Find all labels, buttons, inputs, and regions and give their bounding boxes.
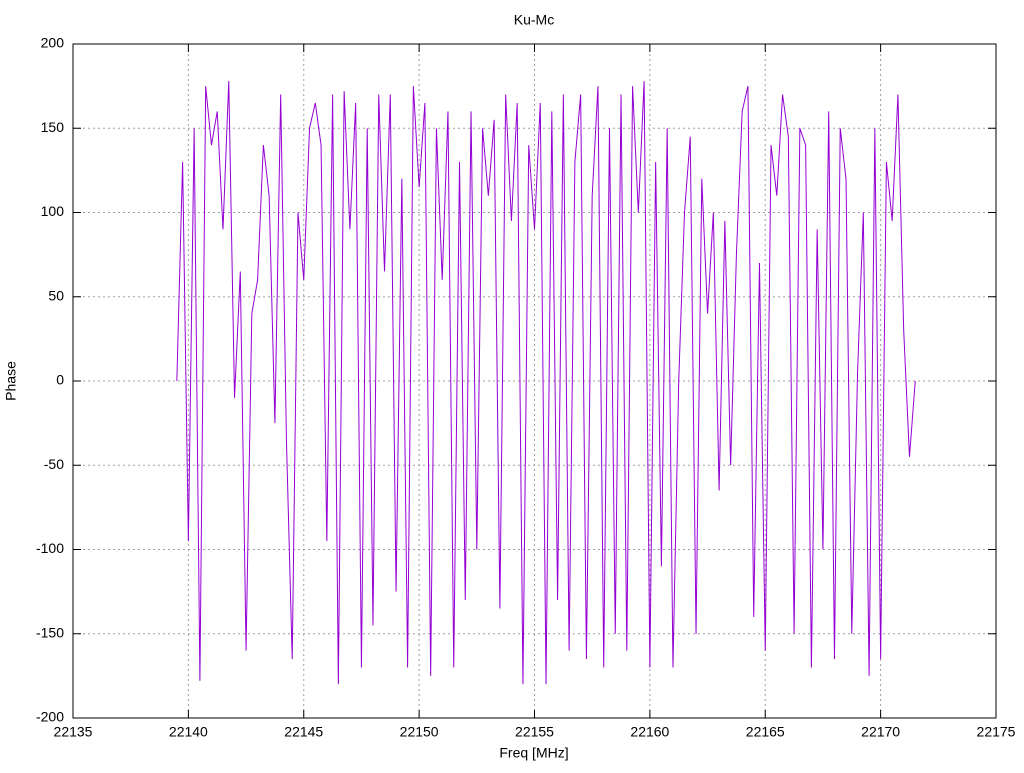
- data-line: [176, 81, 916, 685]
- y-tick-label: 50: [48, 287, 64, 303]
- y-tick-label: -50: [44, 456, 64, 472]
- plot-frame: [72, 43, 997, 719]
- x-tick-label: 22150: [400, 724, 439, 740]
- x-tick-label: 22170: [861, 724, 900, 740]
- x-tick-label: 22160: [630, 724, 669, 740]
- x-tick-label: 22165: [746, 724, 785, 740]
- y-tick-label: 150: [41, 119, 65, 135]
- y-tick-label: -100: [36, 540, 64, 556]
- x-axis-label: Freq [MHz]: [499, 745, 568, 761]
- x-tick-label: 22155: [515, 724, 554, 740]
- y-tick-label: 200: [41, 35, 65, 51]
- y-tick-label: -200: [36, 709, 64, 725]
- y-tick-label: -150: [36, 624, 64, 640]
- y-tick-label: 100: [41, 203, 65, 219]
- chart-title: Ku-Mc: [514, 12, 554, 28]
- x-tick-label: 22135: [54, 724, 93, 740]
- x-tick-label: 22175: [977, 724, 1016, 740]
- y-axis-label: Phase: [3, 361, 19, 401]
- x-tick-label: 22145: [284, 724, 323, 740]
- x-tick-label: 22140: [169, 724, 208, 740]
- y-tick-label: 0: [56, 372, 64, 388]
